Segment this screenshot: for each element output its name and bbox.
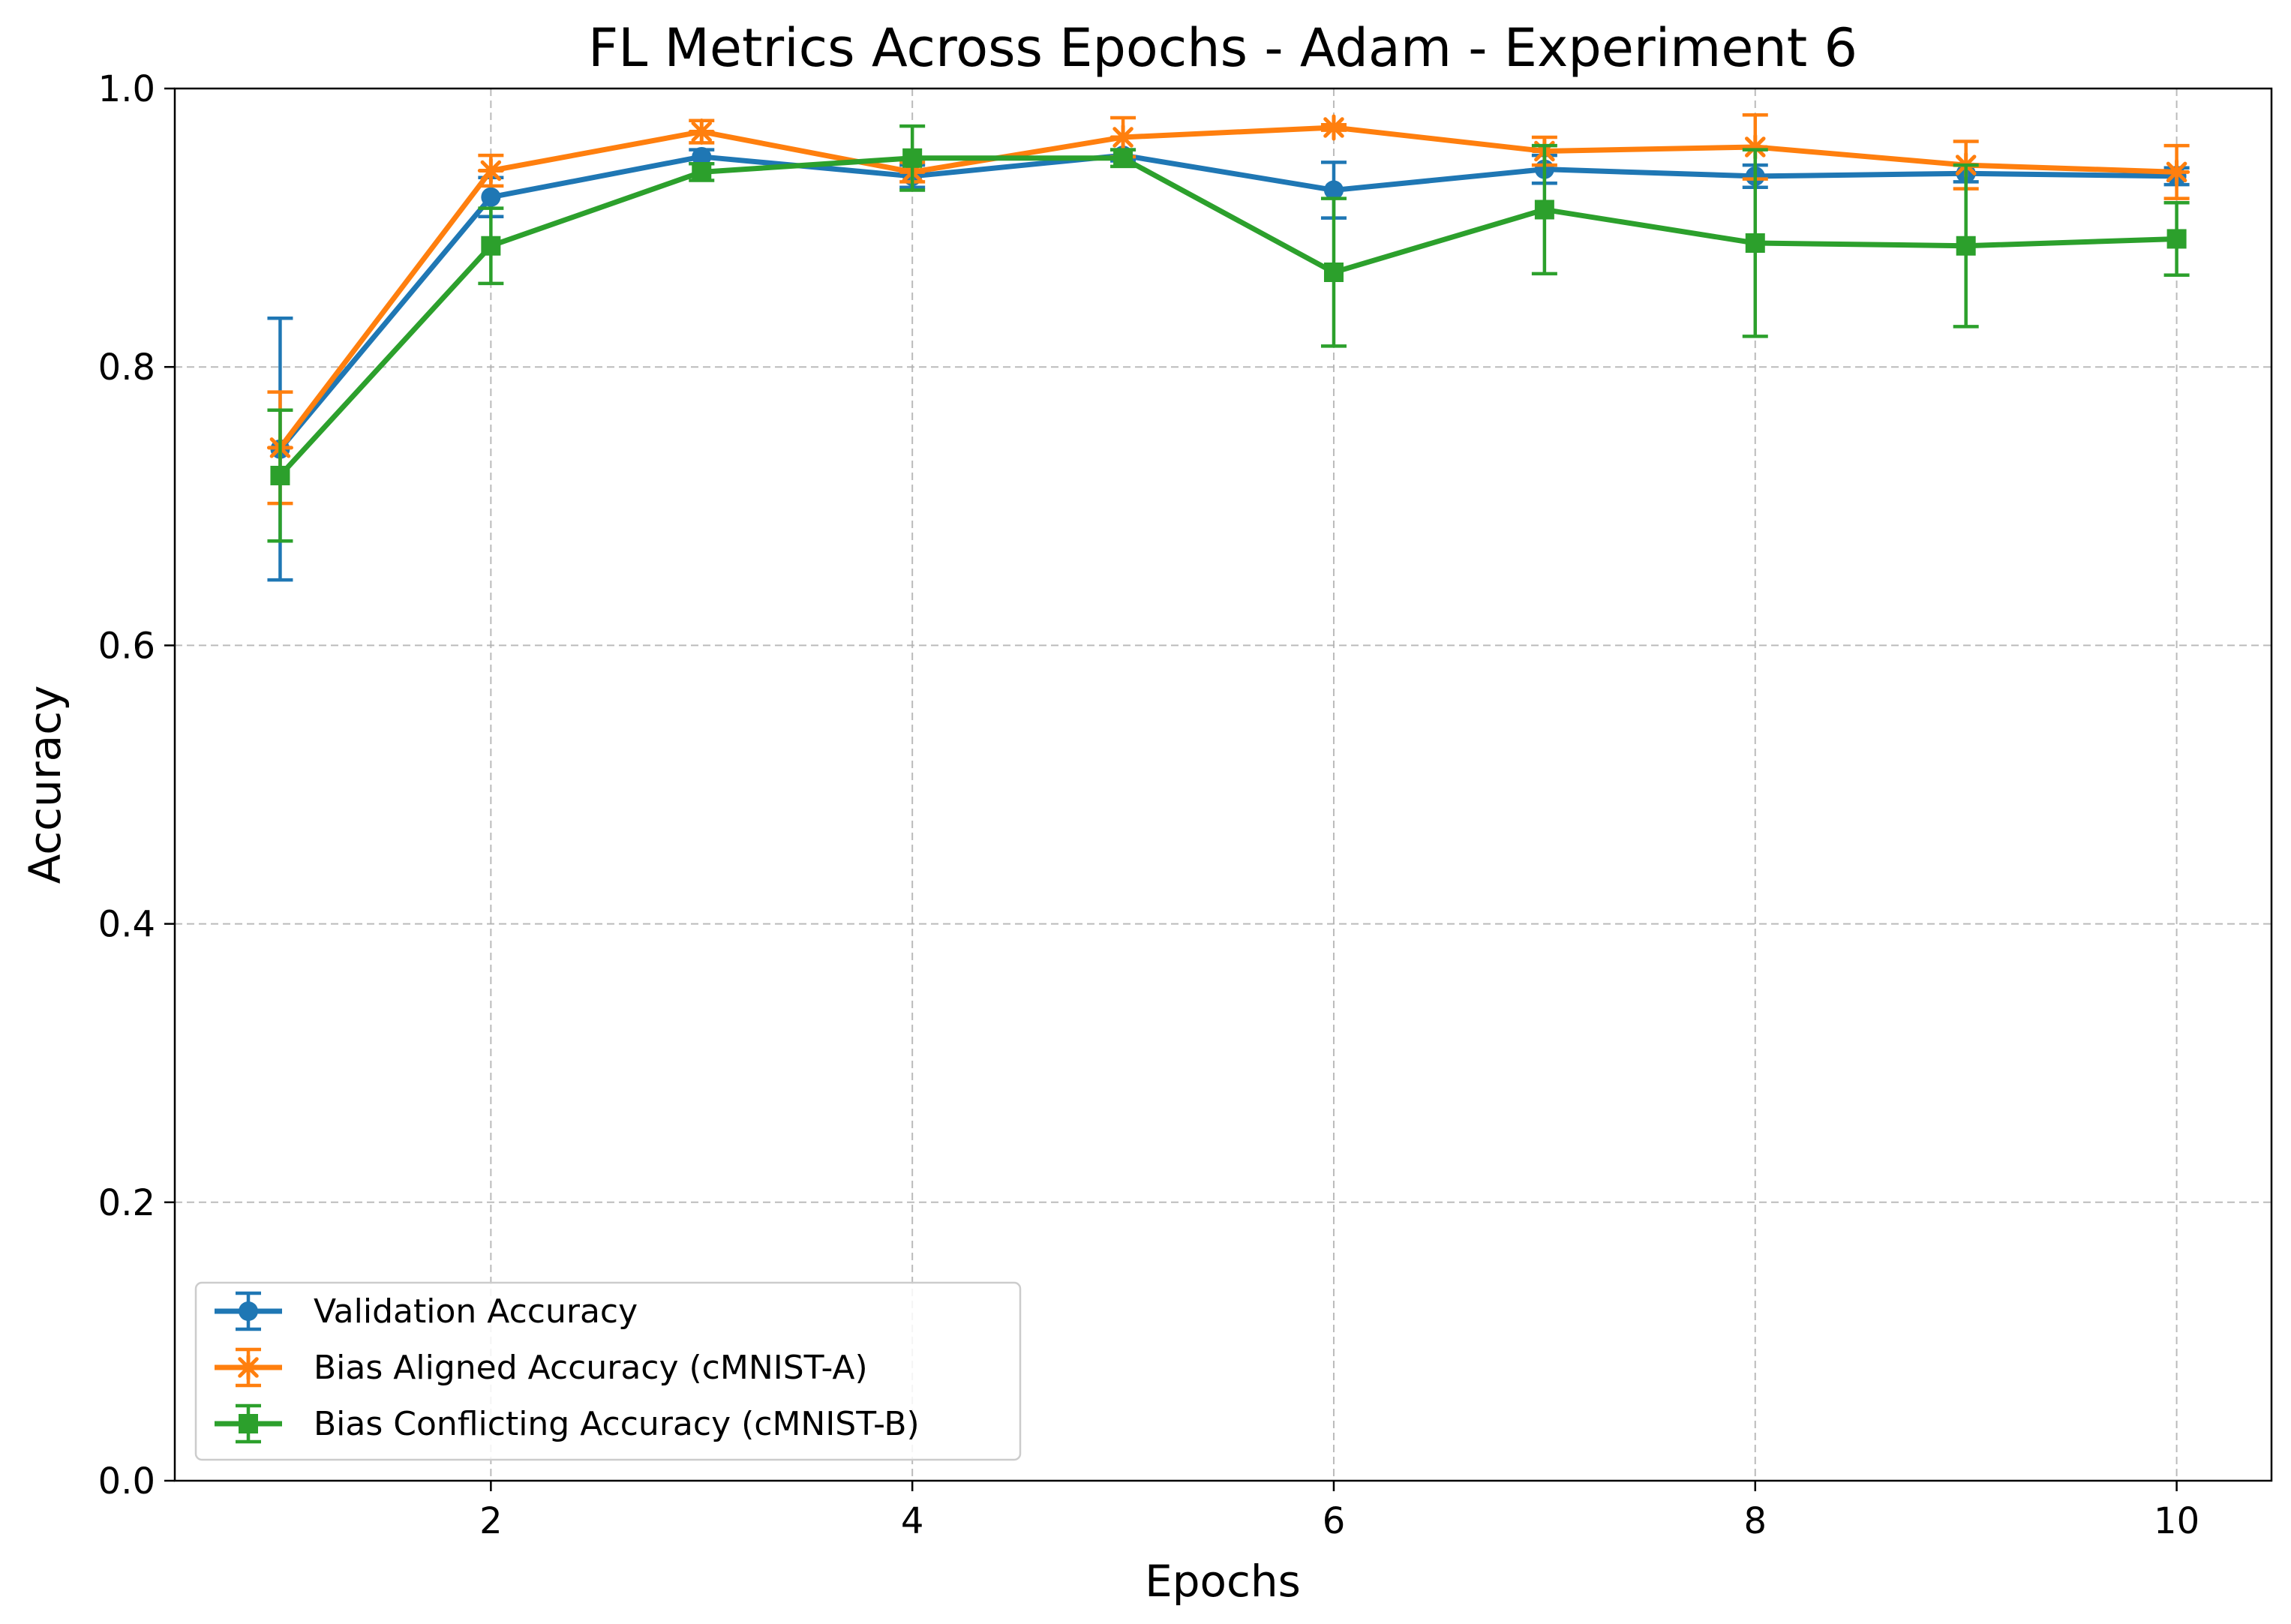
- series-2-point-4: [1113, 148, 1133, 168]
- series-layer: [266, 113, 2190, 582]
- y-tick-label-1: 0.2: [98, 1182, 155, 1224]
- series-2-point-6: [1534, 200, 1554, 220]
- series-1-point-9: [2163, 158, 2190, 185]
- series-2-point-5: [1323, 262, 1344, 282]
- tick-layer: 2 4 6 8 10 0.0 0.2 0.4 0.6 0.8 1.0: [98, 68, 2199, 1542]
- series-1-point-7: [1742, 134, 1769, 161]
- chart-title: FL Metrics Across Epochs - Adam - Experi…: [588, 17, 1857, 79]
- legend-marker-0: [239, 1301, 258, 1321]
- x-tick-label-4: 10: [2154, 1500, 2199, 1542]
- series-2-point-3: [902, 148, 923, 168]
- series-2-point-8: [1956, 236, 1976, 256]
- y-tick-label-0: 0.0: [98, 1460, 155, 1502]
- series-2-point-9: [2166, 229, 2187, 249]
- y-tick-label-5: 1.0: [98, 68, 155, 110]
- legend-label-2: Bias Conflicting Accuracy (cMNIST-B): [314, 1405, 920, 1443]
- legend-entries: Validation Accuracy Bias Aligned Accuracy…: [215, 1291, 920, 1444]
- y-axis-label: Accuracy: [20, 686, 71, 884]
- series-2-point-0: [270, 465, 290, 485]
- series-2-point-7: [1745, 233, 1765, 254]
- legend-label-1: Bias Aligned Accuracy (cMNIST-A): [314, 1349, 868, 1387]
- series-0-point-5: [1323, 180, 1344, 200]
- y-tick-label-2: 0.4: [98, 904, 155, 946]
- series-1-point-5: [1320, 114, 1347, 141]
- x-tick-label-0: 2: [479, 1500, 503, 1542]
- series-2-point-2: [692, 162, 712, 182]
- series-0: [267, 146, 2190, 582]
- x-tick-label-1: 4: [901, 1500, 924, 1542]
- legend-frame: [194, 1281, 1022, 1461]
- legend-entry-1: Bias Aligned Accuracy (cMNIST-A): [215, 1347, 868, 1388]
- legend: Validation Accuracy Bias Aligned Accuracy…: [194, 1281, 1022, 1461]
- series-2: [267, 124, 2190, 543]
- legend-marker-1: [235, 1354, 262, 1381]
- y-tick-label-4: 0.8: [98, 347, 155, 389]
- x-tick-label-2: 6: [1323, 1500, 1346, 1542]
- legend-entry-2: Bias Conflicting Accuracy (cMNIST-B): [215, 1403, 920, 1444]
- legend-label-0: Validation Accuracy: [314, 1292, 638, 1331]
- series-1-point-2: [688, 119, 715, 146]
- series-1-point-1: [477, 158, 504, 185]
- x-axis-label: Epochs: [1145, 1556, 1301, 1607]
- series-2-line: [278, 155, 2177, 478]
- legend-marker-2: [239, 1414, 258, 1433]
- series-0-point-2: [692, 146, 712, 167]
- series-1-line: [278, 125, 2177, 449]
- x-tick-label-3: 8: [1744, 1500, 1767, 1542]
- y-tick-label-3: 0.6: [98, 625, 155, 667]
- series-2-point-1: [481, 236, 501, 256]
- series-0-line: [278, 152, 2177, 451]
- series-0-point-1: [481, 187, 501, 207]
- grid-layer: [175, 88, 2271, 1481]
- legend-entry-0: Validation Accuracy: [215, 1291, 638, 1331]
- plot-area-frame: [173, 87, 2273, 1482]
- series-1-point-4: [1109, 124, 1136, 151]
